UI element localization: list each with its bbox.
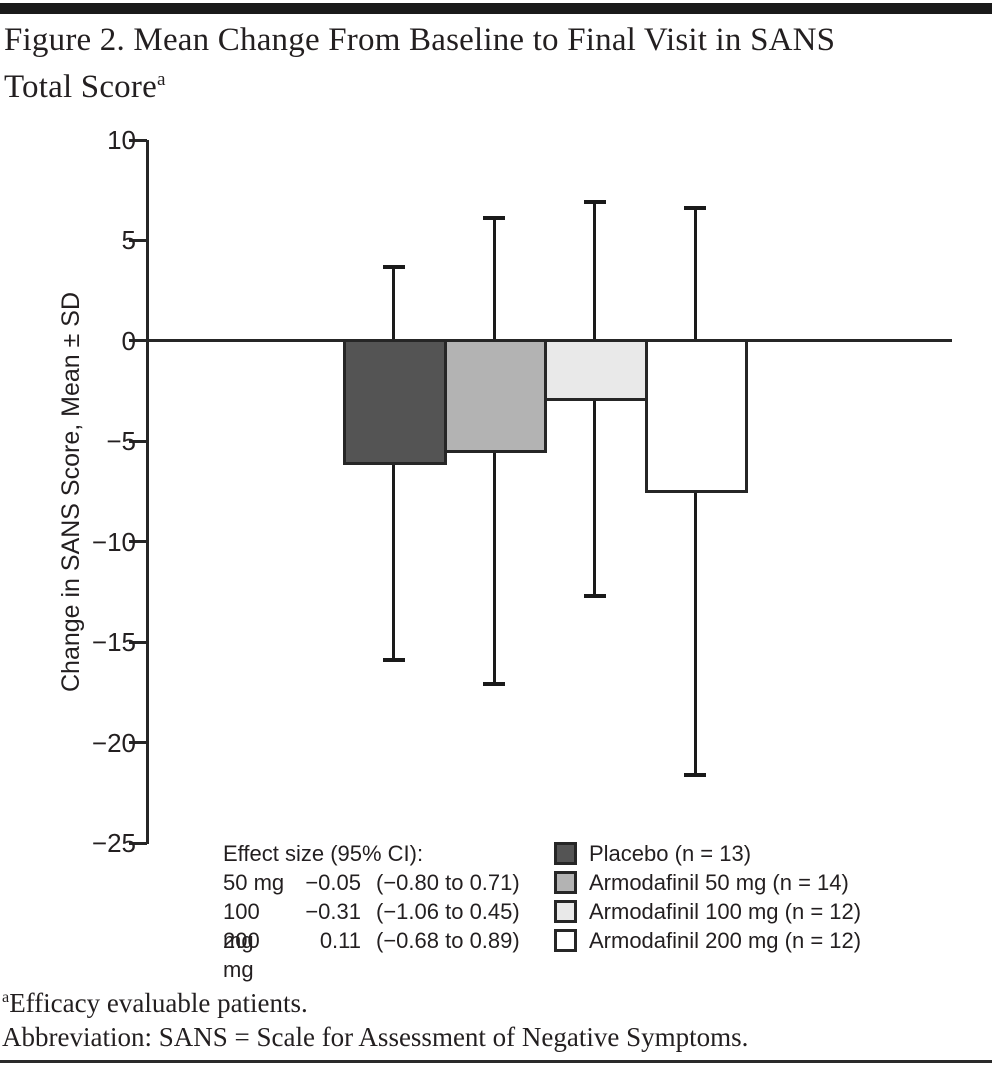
y-tick-0: [129, 339, 147, 343]
y-tick--15: [129, 640, 147, 644]
bar-armodafinil-50-mg: [444, 339, 547, 453]
y-axis-line: [146, 140, 149, 844]
error-bar-cap-bottom-armodafinil-100-mg: [583, 593, 606, 598]
y-tick-label--25: −25: [91, 828, 136, 858]
figure-title-superscript: a: [156, 69, 166, 90]
y-tick--20: [129, 741, 147, 745]
legend-label-2: Armodafinil 100 mg (n = 12): [589, 898, 862, 924]
error-bar-cap-bottom-placebo: [382, 658, 405, 663]
effect-size-value-1: −0.31: [305, 899, 361, 924]
y-tick-label-10: 10: [107, 125, 136, 155]
chart-legend: Placebo (n = 13) Armodafinil 50 mg (n = 1…: [554, 839, 861, 955]
effect-size-ci-2: (−0.68 to 0.89): [376, 928, 520, 953]
effect-size-dose-1: 100 mg: [223, 899, 260, 953]
error-bar-cap-top-armodafinil-100-mg: [583, 200, 606, 205]
effect-size-row-200mg: 200 mg 0.11 (−0.68 to 0.89): [223, 926, 520, 982]
effect-size-header: Effect size (95% CI):: [223, 841, 424, 866]
error-bar-cap-top-placebo: [382, 264, 405, 269]
y-tick-label-5: 5: [121, 225, 136, 256]
effect-size-ci-0: (−0.80 to 0.71): [376, 870, 520, 895]
y-tick-label-0: 0: [121, 325, 136, 356]
footnote-a-text: Efficacy evaluable patients.: [9, 988, 308, 1018]
footnote-a: aEfficacy evaluable patients.: [2, 980, 990, 1020]
error-bar-cap-bottom-armodafinil-200-mg: [684, 772, 706, 777]
y-tick-label--5: −5: [106, 426, 136, 457]
y-tick-5: [129, 238, 147, 242]
effect-size-block: Effect size (95% CI): 50 mg −0.05 (−0.80 t…: [223, 839, 520, 982]
y-tick--25: [129, 841, 147, 845]
legend-swatch-1: [554, 871, 577, 894]
legend-item-3: Armodafinil 200 mg (n = 12): [554, 926, 861, 955]
y-tick-label--15: −15: [91, 627, 136, 658]
y-tick-label--20: −20: [91, 727, 136, 758]
legend-label-0: Placebo (n = 13): [589, 840, 752, 866]
bar-armodafinil-100-mg: [544, 339, 648, 401]
error-bar-cap-top-armodafinil-200-mg: [684, 206, 706, 211]
legend-label-1: Armodafinil 50 mg (n = 14): [589, 869, 849, 895]
y-tick--10: [129, 540, 147, 544]
top-rule: [0, 3, 992, 14]
footnotes: aEfficacy evaluable patients. Abbreviati…: [2, 980, 990, 1054]
y-axis-label: Change in SANS Score, Mean ± SD: [57, 291, 85, 693]
error-bar-cap-top-armodafinil-50-mg: [483, 216, 505, 221]
legend-item-0: Placebo (n = 13): [554, 839, 861, 868]
y-tick-10: [129, 138, 147, 142]
legend-swatch-3: [554, 929, 577, 952]
figure-title-line1: Figure 2. Mean Change From Baseline to F…: [4, 22, 836, 58]
effect-size-value-0: −0.05: [305, 870, 361, 895]
bottom-rule: [0, 1060, 992, 1063]
figure-title: Figure 2. Mean Change From Baseline to F…: [4, 20, 988, 107]
footnote-a-superscript: a: [2, 988, 10, 1006]
effect-size-value-2: 0.11: [319, 928, 361, 953]
figure-title-line2: Total Score: [4, 69, 157, 105]
bar-placebo: [343, 339, 447, 465]
error-bar-cap-bottom-armodafinil-50-mg: [483, 682, 505, 687]
effect-size-row-100mg: 100 mg −0.31 (−1.06 to 0.45): [223, 897, 520, 953]
effect-size-ci-1: (−1.06 to 0.45): [376, 899, 520, 924]
legend-swatch-2: [554, 900, 577, 923]
footnote-abbreviation: Abbreviation: SANS = Scale for Assessmen…: [2, 1022, 749, 1052]
effect-size-dose-2: 200 mg: [223, 928, 260, 982]
y-tick-label--10: −10: [91, 526, 136, 557]
legend-swatch-0: [554, 842, 577, 865]
legend-item-1: Armodafinil 50 mg (n = 14): [554, 868, 861, 897]
effect-size-row-50mg: 50 mg −0.05 (−0.80 to 0.71): [223, 868, 520, 897]
y-tick--5: [129, 439, 147, 443]
legend-item-2: Armodafinil 100 mg (n = 12): [554, 897, 861, 926]
effect-size-dose-0: 50 mg: [223, 870, 285, 895]
legend-label-3: Armodafinil 200 mg (n = 12): [589, 927, 862, 953]
bar-armodafinil-200-mg: [645, 339, 748, 493]
